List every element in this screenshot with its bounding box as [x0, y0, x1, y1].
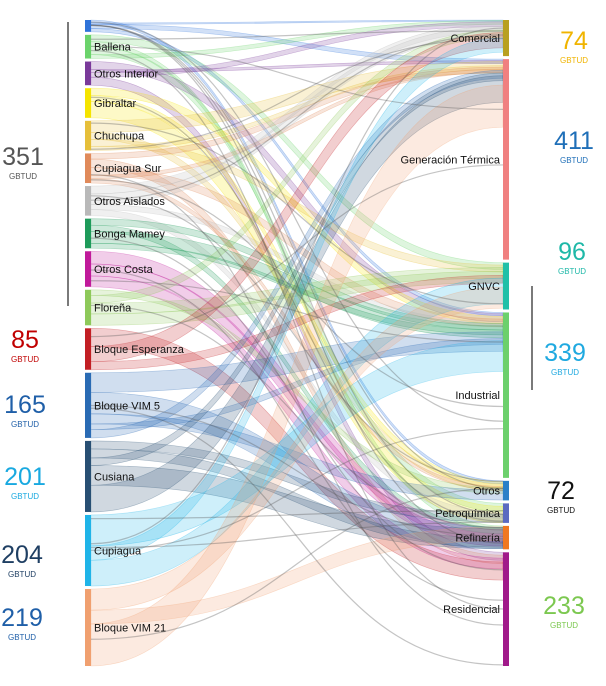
- right-group-bracket: [531, 286, 533, 390]
- right-stat-72: 72 GBTUD: [547, 477, 575, 515]
- source-node-bar[interactable]: [85, 514, 91, 587]
- flow-strand: [90, 487, 504, 640]
- source-node-label: Gibraltar: [94, 98, 137, 110]
- right-stat-233: 233 GBTUD: [543, 592, 585, 630]
- flow-strand: [90, 34, 504, 201]
- target-node-bar[interactable]: [503, 525, 509, 550]
- flow-strand: [90, 269, 504, 601]
- target-node-label: Residencial: [443, 604, 500, 616]
- source-node-bar[interactable]: [85, 34, 91, 59]
- flow-strand: [90, 521, 504, 549]
- target-node-label: Refinería: [455, 533, 501, 545]
- source-node-bar[interactable]: [85, 289, 91, 326]
- flow-strand: [90, 280, 504, 343]
- flow-strand: [90, 237, 504, 571]
- target-node-bar[interactable]: [503, 312, 509, 478]
- source-node-bar[interactable]: [85, 589, 91, 666]
- source-node-bar[interactable]: [85, 372, 91, 438]
- flow-strand: [90, 21, 504, 422]
- flow-strand: [90, 27, 504, 545]
- source-nodes: Ballena Otros Interior Gibraltar Chuchupa Cu…: [85, 20, 185, 666]
- source-node-bar[interactable]: [85, 20, 91, 32]
- source-node-bar[interactable]: [85, 120, 91, 151]
- source-node-label: Chuchupa: [94, 131, 145, 143]
- source-node-label: Otros Aislados: [94, 196, 165, 208]
- flow-strand: [90, 164, 504, 338]
- source-node-label: Cupiagua: [94, 545, 142, 557]
- flow-strand: [90, 304, 504, 529]
- flow-strand: [90, 24, 504, 489]
- left-stat-219: 219 GBTUD: [1, 604, 43, 642]
- target-node-bar[interactable]: [503, 552, 509, 666]
- target-node-label: Petroquímica: [435, 508, 501, 520]
- left-stat-351: 351 GBTUD: [2, 143, 44, 181]
- source-node-label: Otros Costa: [94, 264, 154, 276]
- left-stat-85: 85 GBTUD: [11, 326, 39, 364]
- flow-strand: [90, 24, 504, 544]
- source-node-bar[interactable]: [85, 251, 91, 287]
- source-node-label: Cusiana: [94, 471, 135, 483]
- target-node-bar[interactable]: [503, 262, 509, 310]
- source-node-label: Cupiagua Sur: [94, 163, 162, 175]
- target-node-bar[interactable]: [503, 20, 509, 57]
- flow-strand: [90, 24, 504, 515]
- right-stat-411: 411 GBTUD: [554, 127, 594, 165]
- left-stat-201: 201 GBTUD: [4, 463, 46, 501]
- source-node-bar[interactable]: [85, 153, 91, 184]
- flow-strand: [90, 37, 504, 150]
- source-node-bar[interactable]: [85, 61, 91, 86]
- left-group-bracket: [67, 22, 69, 306]
- flow-strand: [90, 174, 504, 626]
- source-node-label: Bloque VIM 5: [94, 400, 160, 412]
- flow-strand: [90, 407, 504, 666]
- flow-strand: [90, 179, 504, 408]
- left-stat-204: 204 GBTUD: [1, 541, 43, 579]
- source-node-bar[interactable]: [85, 88, 91, 118]
- source-node-label: Bloque Esperanza: [94, 344, 185, 356]
- right-stat-339: 339 GBTUD: [544, 339, 586, 377]
- flow-strand: [90, 30, 504, 40]
- flow-strand: [90, 122, 504, 305]
- source-node-label: Otros Interior: [94, 68, 159, 80]
- target-node-bar[interactable]: [503, 59, 509, 260]
- source-node-label: Floreña: [94, 303, 132, 315]
- flow-strand: [90, 404, 504, 537]
- source-node-label: Ballena: [94, 42, 132, 54]
- target-node-label: Industrial: [455, 390, 500, 402]
- target-node-label: GNVC: [468, 281, 500, 293]
- flow-links: [90, 19, 504, 667]
- source-node-bar[interactable]: [85, 328, 91, 370]
- flow-strand: [90, 195, 504, 483]
- right-stat-96: 96 GBTUD: [558, 238, 586, 276]
- source-node-label: Bloque VIM 21: [94, 623, 166, 635]
- flow-strand: [90, 509, 504, 520]
- target-node-label: Comercial: [450, 33, 500, 45]
- source-node-bar[interactable]: [85, 186, 91, 216]
- source-node-bar[interactable]: [85, 440, 91, 512]
- flow-strand: [90, 45, 504, 110]
- flow-strand: [90, 96, 504, 522]
- target-node-label: Generación Térmica: [401, 154, 501, 166]
- source-node-bar[interactable]: [85, 218, 91, 249]
- source-node-label: Bonga Mamey: [94, 228, 165, 240]
- flow-strand: [90, 49, 504, 610]
- left-stat-165: 165 GBTUD: [4, 391, 46, 429]
- target-node-bar[interactable]: [503, 503, 509, 523]
- target-node-bar[interactable]: [503, 480, 509, 501]
- flow-strand: [90, 428, 504, 551]
- target-nodes: Comercial Generación Térmica GNVC Industria…: [401, 20, 509, 666]
- right-stat-74: 74 GBTUD: [560, 27, 588, 65]
- target-node-label: Otros: [473, 486, 500, 498]
